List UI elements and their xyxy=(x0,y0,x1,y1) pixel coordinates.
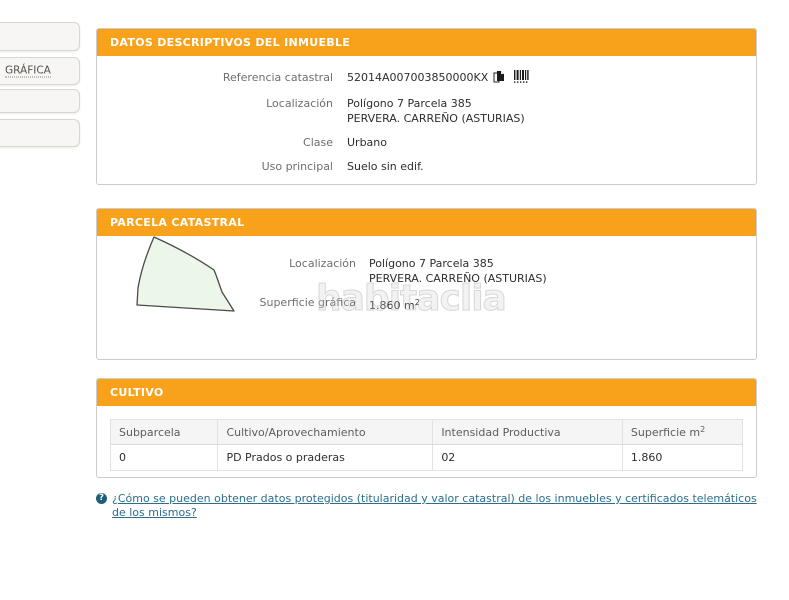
referencia-value: 52014A007003850000KX xyxy=(347,71,489,84)
copy-reference-icon[interactable] xyxy=(493,70,505,87)
field-value: Urbano xyxy=(347,136,387,149)
col-header-superficie-sup: 2 xyxy=(700,425,706,434)
superficie-value: 1.860 m xyxy=(369,299,415,312)
col-header-cultivo: Cultivo/Aprovechamiento xyxy=(217,419,434,445)
localizacion-line1: Polígono 7 Parcela 385 xyxy=(369,257,494,270)
field-value: 52014A007003850000KX xyxy=(347,70,529,87)
cultivo-table: Subparcela Cultivo/Aprovechamiento Inten… xyxy=(109,419,744,471)
parcel-shape-image xyxy=(136,236,235,312)
protected-data-help-link[interactable]: ¿Cómo se pueden obtener datos protegidos… xyxy=(112,492,757,519)
field-localizacion: Localización Polígono 7 Parcela 385 PERV… xyxy=(97,96,756,126)
field-value: Polígono 7 Parcela 385 PERVERA. CARREÑO … xyxy=(347,96,525,126)
sidebar-button-4[interactable] xyxy=(0,119,80,147)
cell-superficie: 1.860 xyxy=(621,444,744,471)
help-link-row: ? ¿Cómo se pueden obtener datos protegid… xyxy=(96,492,757,520)
cell-cultivo: PD Prados o praderas xyxy=(217,444,434,471)
panel-datos-descriptivos: DATOS DESCRIPTIVOS DEL INMUEBLE Referenc… xyxy=(96,28,757,185)
field-referencia-catastral: Referencia catastral 52014A007003850000K… xyxy=(97,70,756,87)
cell-intensidad: 02 xyxy=(432,444,623,471)
cell-subparcela: 0 xyxy=(109,444,219,471)
panel-parcela-catastral: PARCELA CATASTRAL Localización Polígono … xyxy=(96,208,757,360)
panel-cultivo: CULTIVO Subparcela Cultivo/Aprovechamien… xyxy=(96,378,757,478)
sidebar-button-grafica-label: GRÁFICA xyxy=(5,64,51,78)
superficie-sup: 2 xyxy=(414,298,420,307)
help-question-icon: ? xyxy=(96,493,107,504)
cultivo-table-header-row: Subparcela Cultivo/Aprovechamiento Inten… xyxy=(109,419,744,445)
field-label: Referencia catastral xyxy=(222,71,333,84)
localizacion-line2: PERVERA. CARREÑO (ASTURIAS) xyxy=(369,272,547,285)
col-header-superficie-text: Superficie m xyxy=(630,426,701,439)
localizacion-line2: PERVERA. CARREÑO (ASTURIAS) xyxy=(347,112,525,125)
field-label: Superficie gráfica xyxy=(259,296,357,309)
col-header-superficie: Superficie m2 xyxy=(621,419,744,445)
panel-cultivo-title: CULTIVO xyxy=(97,379,756,406)
field-clase: Clase Urbano xyxy=(97,135,756,150)
panel-parcela-catastral-title: PARCELA CATASTRAL xyxy=(97,209,756,236)
field-superficie-grafica: Superficie gráfica 1.860 m2 xyxy=(97,295,756,313)
col-header-subparcela: Subparcela xyxy=(109,419,219,445)
field-value: 1.860 m2 xyxy=(369,295,420,313)
barcode-icon[interactable] xyxy=(514,70,529,87)
col-header-intensidad: Intensidad Productiva xyxy=(432,419,623,445)
sidebar-button-1[interactable] xyxy=(0,22,80,51)
field-label: Localización xyxy=(266,97,333,110)
field-label: Localización xyxy=(289,257,356,270)
panel-datos-descriptivos-title: DATOS DESCRIPTIVOS DEL INMUEBLE xyxy=(97,29,756,56)
field-uso-principal: Uso principal Suelo sin edif. xyxy=(97,159,756,174)
field-value: Polígono 7 Parcela 385 PERVERA. CARREÑO … xyxy=(369,256,547,286)
field-label: Clase xyxy=(303,136,333,149)
field-localizacion: Localización Polígono 7 Parcela 385 PERV… xyxy=(97,256,756,286)
localizacion-line1: Polígono 7 Parcela 385 xyxy=(347,97,472,110)
sidebar-button-3[interactable] xyxy=(0,89,80,113)
table-row: 0 PD Prados o praderas 02 1.860 xyxy=(109,444,744,471)
field-value: Suelo sin edif. xyxy=(347,160,424,173)
sidebar-button-grafica[interactable]: GRÁFICA xyxy=(0,57,80,85)
field-label: Uso principal xyxy=(261,160,333,173)
